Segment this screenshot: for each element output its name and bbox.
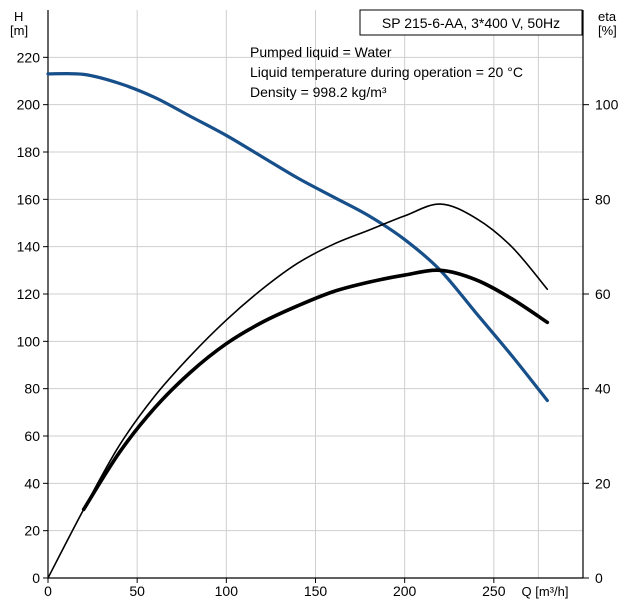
y-right-tick-label: 0	[595, 570, 603, 586]
y-left-tick-label: 200	[17, 97, 41, 113]
y-left-tick-label: 20	[24, 523, 40, 539]
tick-group: 0 50 100 150 200 2500204060801001201401601802…	[17, 49, 619, 599]
y-left-tick-label: 220	[17, 49, 41, 65]
x-tick-label: 100	[215, 583, 239, 599]
head-curve	[46, 71, 549, 403]
y-left-tick-label: 0	[32, 570, 40, 586]
x-tick-label: 0	[44, 583, 52, 599]
x-tick-label: 200	[393, 583, 417, 599]
info-line: Density = 998.2 kg/m³	[250, 84, 387, 100]
y-left-tick-label: 140	[17, 239, 41, 255]
x-tick-label: 150	[304, 583, 328, 599]
y-right-tick-label: 20	[595, 475, 611, 491]
title-box	[359, 9, 583, 36]
y-right-tick-label: 40	[595, 381, 611, 397]
y-left-tick-label: 180	[17, 144, 41, 160]
y-left-tick-label: 60	[24, 428, 40, 444]
y-right-tick-label: 100	[595, 97, 619, 113]
y-right-tick-label: 60	[595, 286, 611, 302]
x-tick-label: 50	[129, 583, 145, 599]
y-right-axis-title: eta	[598, 9, 617, 24]
y-left-axis-title: H	[14, 9, 23, 24]
x-axis-title: Q [m³/h]	[522, 584, 569, 599]
y-right-axis-title: [%]	[598, 23, 617, 38]
grid	[48, 10, 583, 578]
y-left-tick-label: 80	[24, 381, 40, 397]
efficiency-curve-lower	[81, 268, 550, 512]
y-left-axis-title: [m]	[10, 23, 28, 38]
y-left-tick-label: 120	[17, 286, 41, 302]
info-line: Liquid temperature during operation = 20…	[250, 64, 523, 80]
label-group: H[m] eta[%] Q [m³/h] SP 215-6-AA, 3*400 V, …	[10, 9, 617, 599]
info-line: Pumped liquid = Water	[250, 44, 392, 60]
y-left-tick-label: 160	[17, 191, 41, 207]
series-group	[46, 71, 550, 579]
y-right-tick-label: 80	[595, 191, 611, 207]
chart-title: SP 215-6-AA, 3*400 V, 50Hz	[382, 15, 560, 31]
y-left-tick-label: 40	[24, 475, 40, 491]
x-tick-label: 250	[482, 583, 506, 599]
efficiency-curve-upper	[47, 203, 549, 579]
y-left-tick-label: 100	[17, 333, 41, 349]
